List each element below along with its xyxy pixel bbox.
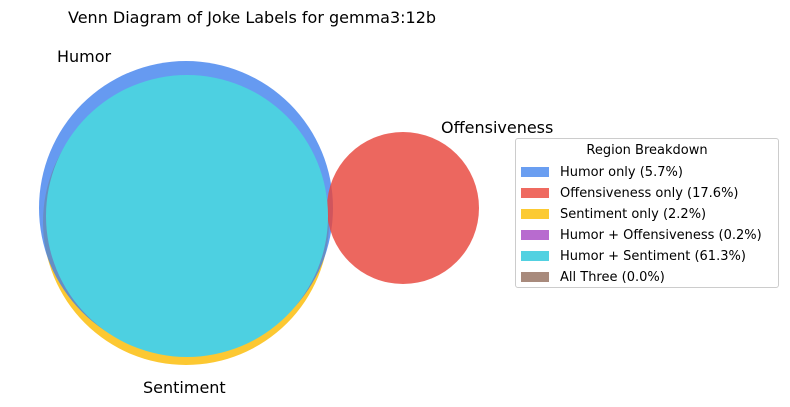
legend-label: Humor + Offensiveness (0.2%) [560,227,762,243]
legend-item-offensiveness-only: Offensiveness only (17.6%) [521,184,739,202]
legend-swatch [521,188,549,198]
legend-label: Humor + Sentiment (61.3%) [560,248,746,264]
legend-title: Region Breakdown [586,143,708,158]
sentiment-label: Sentiment [143,378,226,397]
legend: Region Breakdown Humor only (5.7%) Offen… [515,138,779,288]
legend-swatch [521,272,549,282]
legend-label: Sentiment only (2.2%) [560,206,707,222]
offensiveness-label: Offensiveness [441,118,553,137]
legend-swatch [521,209,549,219]
legend-swatch [521,251,549,261]
legend-item-humor-sentiment: Humor + Sentiment (61.3%) [521,247,746,265]
legend-item-humor-offensiveness: Humor + Offensiveness (0.2%) [521,226,762,244]
legend-item-humor-only: Humor only (5.7%) [521,163,683,181]
legend-swatch [521,167,549,177]
diagram-title: Venn Diagram of Joke Labels for gemma3:1… [68,8,436,27]
legend-label: All Three (0.0%) [560,269,665,285]
legend-label: Humor only (5.7%) [560,164,683,180]
humor-label: Humor [57,47,112,66]
legend-item-all-three: All Three (0.0%) [521,268,665,286]
legend-swatch [521,230,549,240]
legend-item-sentiment-only: Sentiment only (2.2%) [521,205,706,223]
humor-sentiment-overlap [46,75,328,357]
offensiveness-circle [327,132,479,284]
legend-label: Offensiveness only (17.6%) [560,185,739,201]
